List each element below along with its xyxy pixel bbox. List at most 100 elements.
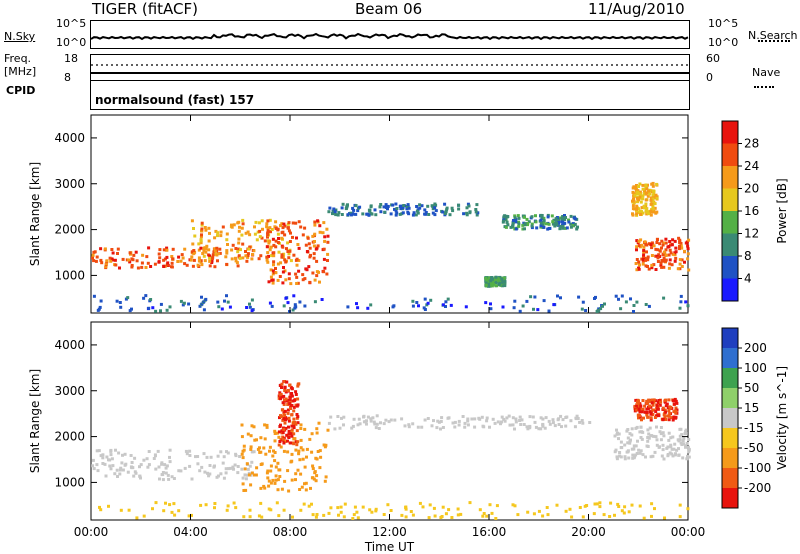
- data-cell: [255, 238, 259, 242]
- data-cell: [165, 255, 169, 259]
- data-cell: [619, 446, 623, 450]
- data-cell: [382, 422, 386, 426]
- data-cell: [142, 296, 146, 300]
- data-cell: [671, 252, 675, 256]
- data-cell: [244, 231, 248, 235]
- data-cell: [145, 255, 149, 259]
- data-cell: [495, 504, 499, 508]
- data-cell: [386, 503, 390, 507]
- data-cell: [632, 456, 636, 460]
- data-cell: [635, 403, 639, 407]
- data-cell: [283, 380, 287, 383]
- data-cell: [105, 259, 109, 263]
- data-cell: [644, 258, 648, 262]
- data-cell: [166, 261, 170, 265]
- data-cell: [650, 401, 654, 405]
- data-cell: [664, 418, 668, 421]
- data-cell: [596, 308, 600, 312]
- data-cell: [495, 284, 499, 288]
- data-cell: [258, 450, 262, 454]
- data-cell: [485, 514, 489, 518]
- data-cell: [197, 242, 201, 246]
- data-cell: [342, 423, 345, 427]
- data-cell: [573, 222, 577, 226]
- data-cell: [179, 469, 183, 473]
- data-cell: [422, 306, 426, 310]
- colorbar-tick-label: -50: [744, 441, 764, 455]
- data-cell: [240, 226, 244, 230]
- data-cell: [517, 220, 520, 224]
- data-cell: [650, 398, 654, 402]
- data-cell: [128, 260, 132, 264]
- data-cell: [681, 456, 685, 460]
- data-cell: [629, 438, 632, 442]
- data-cell: [207, 474, 211, 478]
- data-cell: [268, 239, 272, 243]
- data-cell: [260, 219, 264, 223]
- data-cell: [295, 275, 299, 279]
- data-cell: [466, 202, 470, 206]
- data-cell: [222, 476, 226, 480]
- data-cell: [407, 425, 411, 429]
- data-cell: [216, 231, 220, 235]
- data-cell: [654, 410, 658, 413]
- data-cell: [236, 250, 240, 254]
- data-cell: [367, 208, 371, 212]
- data-cell: [653, 202, 657, 206]
- data-cell: [273, 225, 277, 229]
- data-cell: [282, 508, 286, 512]
- data-cell: [669, 436, 673, 440]
- data-cell: [248, 245, 252, 249]
- data-cell: [633, 193, 637, 197]
- data-cell: [265, 425, 269, 429]
- data-cell: [623, 443, 627, 447]
- data-cell: [104, 474, 108, 478]
- data-cell: [273, 429, 277, 433]
- data-cell: [404, 507, 408, 511]
- data-cell: [490, 276, 494, 279]
- data-cell: [684, 444, 688, 448]
- data-cell: [493, 421, 497, 425]
- data-cell: [223, 299, 226, 303]
- colorbar-tick-label: 4: [744, 272, 752, 286]
- data-cell: [374, 507, 378, 511]
- data-cell: [373, 422, 377, 426]
- data-cell: [635, 245, 639, 249]
- data-cell: [161, 471, 165, 474]
- data-cell: [564, 216, 567, 219]
- data-cell: [144, 266, 148, 269]
- data-cell: [505, 220, 509, 224]
- data-cell: [631, 456, 635, 460]
- data-cell: [290, 452, 294, 456]
- data-cell: [190, 255, 194, 259]
- data-cell: [484, 301, 488, 305]
- data-cell: [199, 246, 203, 250]
- data-cell: [564, 416, 568, 419]
- data-cell: [664, 404, 668, 408]
- data-cell: [369, 204, 373, 208]
- data-cell: [618, 451, 622, 454]
- data-cell: [99, 258, 103, 262]
- data-cell: [569, 419, 573, 423]
- data-cell: [563, 221, 567, 225]
- data-cell: [199, 259, 203, 263]
- data-cell: [322, 221, 326, 225]
- data-cell: [378, 205, 382, 209]
- data-cell: [663, 398, 667, 402]
- data-cell: [255, 466, 259, 470]
- data-cell: [204, 228, 208, 232]
- data-cell: [189, 258, 193, 262]
- data-cell: [286, 250, 290, 253]
- data-cell: [302, 502, 306, 506]
- data-cell: [525, 217, 529, 221]
- data-cell: [260, 462, 264, 466]
- data-cell: [497, 282, 501, 286]
- data-cell: [445, 206, 449, 210]
- data-cell: [646, 415, 650, 419]
- data-cell: [675, 448, 679, 452]
- data-cell: [384, 203, 388, 207]
- data-cell: [551, 418, 555, 422]
- data-cell: [270, 278, 274, 282]
- data-cell: [301, 278, 305, 282]
- data-cell: [248, 233, 252, 237]
